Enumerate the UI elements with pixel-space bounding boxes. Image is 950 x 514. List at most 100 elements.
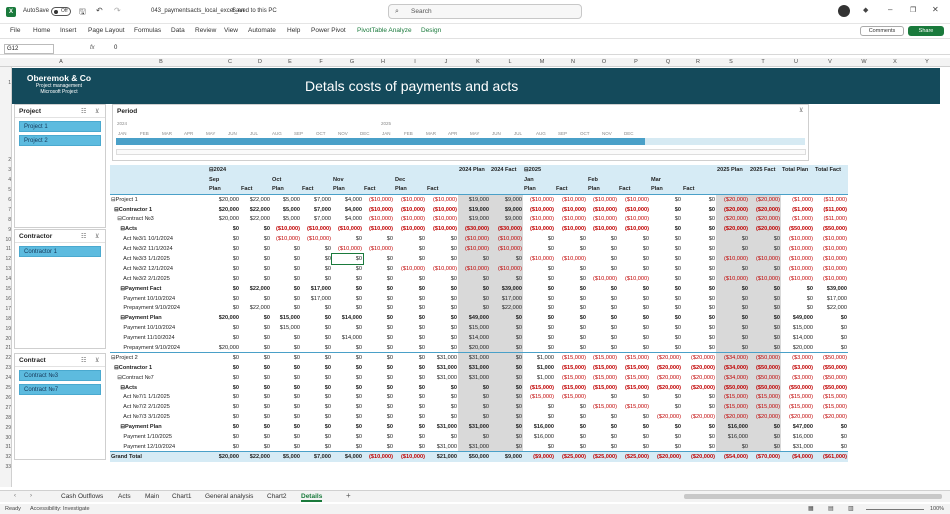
pivot-value-cell[interactable]: $14,000 — [341, 335, 362, 342]
pivot-value-cell[interactable]: $0 — [293, 384, 300, 391]
pivot-value-cell[interactable]: ($10,000) — [789, 255, 813, 262]
pivot-value-cell[interactable]: $0 — [674, 424, 681, 431]
pivot-value-cell[interactable]: $0 — [547, 295, 554, 302]
pivot-value-cell[interactable]: $31,000 — [426, 352, 458, 363]
pivot-value-cell[interactable]: $0 — [610, 325, 617, 332]
pivot-value-cell[interactable]: ($15,000) — [562, 384, 586, 391]
pivot-header-cell[interactable] — [240, 165, 271, 175]
pivot-value-cell[interactable]: $0 — [232, 275, 239, 282]
pivot-value-cell[interactable]: $0 — [450, 394, 457, 401]
pivot-header-cell[interactable] — [458, 174, 490, 185]
pivot-value-cell[interactable]: ($20,000) — [716, 412, 749, 423]
pivot-value-cell[interactable]: ($50,000) — [823, 226, 847, 233]
pivot-value-cell[interactable]: $0 — [840, 325, 847, 332]
pivot-value-cell[interactable]: $22,000 — [249, 206, 270, 213]
pivot-value-cell[interactable]: $31,000 — [436, 364, 457, 371]
pivot-value-cell[interactable]: $0 — [450, 433, 457, 440]
pivot-value-cell[interactable]: ($10,000) — [562, 255, 586, 262]
column-header[interactable]: Q — [665, 59, 671, 65]
pivot-value-cell[interactable]: ($20,000) — [749, 214, 781, 225]
pivot-value-cell[interactable]: ($20,000) — [823, 414, 847, 421]
pivot-value-cell[interactable]: $0 — [547, 275, 554, 282]
column-header[interactable]: C — [228, 59, 232, 65]
pivot-value-cell[interactable]: $16,000 — [792, 433, 813, 440]
pivot-value-cell[interactable]: $0 — [324, 424, 331, 431]
pivot-header-cell[interactable]: Plan — [523, 184, 555, 195]
pivot-value-cell[interactable]: $0 — [355, 344, 362, 351]
pivot-value-cell[interactable]: $0 — [674, 246, 681, 253]
pivot-value-cell[interactable]: $0 — [232, 255, 239, 262]
pivot-value-cell[interactable]: $0 — [355, 414, 362, 421]
pivot-header-cell[interactable]: Fact — [240, 184, 271, 195]
pivot-value-cell[interactable]: $0 — [458, 273, 490, 284]
pivot-value-cell[interactable]: ($10,000) — [789, 275, 813, 282]
pivot-value-cell[interactable]: $20,000 — [218, 315, 239, 322]
timeline-month[interactable]: JAN — [118, 131, 127, 136]
slicer-item-contract-3[interactable]: Contract №3 — [19, 370, 101, 381]
pivot-value-cell[interactable]: $0 — [708, 344, 715, 351]
pivot-value-cell[interactable]: $0 — [547, 404, 554, 411]
pivot-value-cell[interactable]: ($20,000) — [682, 352, 716, 363]
pivot-value-cell[interactable]: $0 — [749, 333, 781, 344]
pivot-header-cell[interactable] — [301, 174, 332, 185]
pivot-value-cell[interactable]: $0 — [386, 414, 393, 421]
share-button[interactable]: Share — [908, 26, 944, 36]
avatar[interactable] — [838, 5, 850, 17]
pivot-row-label[interactable]: Payment 12/10/2024 — [111, 443, 176, 450]
pivot-value-cell[interactable]: $0 — [716, 343, 749, 353]
timeline-scrollbar[interactable] — [116, 149, 806, 155]
pivot-header-cell[interactable] — [110, 165, 208, 175]
pivot-header-cell[interactable] — [363, 174, 394, 185]
pivot-value-cell[interactable]: ($10,000) — [625, 275, 649, 282]
pivot-value-cell[interactable]: $0 — [418, 255, 425, 262]
pivot-value-cell[interactable]: $0 — [749, 244, 781, 255]
pivot-value-cell[interactable]: $0 — [450, 315, 457, 322]
pivot-value-cell[interactable]: $14,000 — [458, 333, 490, 344]
sheet-tab-details[interactable]: Details — [301, 493, 323, 502]
pivot-header-cell[interactable]: 2025 Plan — [716, 165, 749, 175]
pivot-value-cell[interactable]: $0 — [610, 255, 617, 262]
column-header[interactable]: V — [828, 59, 832, 65]
pivot-value-cell[interactable]: $0 — [232, 285, 239, 292]
pivot-value-cell[interactable]: $0 — [749, 422, 781, 433]
pivot-value-cell[interactable]: $0 — [749, 263, 781, 274]
pivot-value-cell[interactable]: $0 — [355, 285, 362, 292]
pivot-value-cell[interactable]: $0 — [232, 443, 239, 450]
pivot-value-cell[interactable]: $0 — [450, 404, 457, 411]
pivot-value-cell[interactable]: $0 — [674, 226, 681, 233]
pivot-value-cell[interactable]: $0 — [674, 443, 681, 450]
sheet-tab-cash-outflows[interactable]: Cash Outflows — [61, 493, 104, 500]
pivot-value-cell[interactable]: $31,000 — [458, 352, 490, 363]
pivot-value-cell[interactable]: $0 — [708, 394, 715, 401]
pivot-header-cell[interactable]: ⊟2024 — [208, 165, 240, 175]
pivot-value-cell[interactable]: ($70,000) — [749, 451, 781, 462]
pivot-header-cell[interactable]: Plan — [394, 184, 426, 195]
pivot-value-cell[interactable]: $0 — [579, 265, 586, 272]
pivot-value-cell[interactable]: $0 — [450, 275, 457, 282]
pivot-value-cell[interactable]: $0 — [355, 424, 362, 431]
pivot-value-cell[interactable]: ($10,000) — [593, 206, 617, 213]
pivot-value-cell[interactable]: $9,000 — [490, 214, 523, 225]
pivot-value-cell[interactable]: $17,000 — [310, 295, 331, 302]
pivot-value-cell[interactable]: $0 — [263, 364, 270, 371]
fx-icon[interactable]: fx — [90, 45, 95, 51]
pivot-value-cell[interactable]: $0 — [458, 392, 490, 403]
pivot-value-cell[interactable]: $0 — [263, 295, 270, 302]
accessibility-status[interactable]: Accessibility: Investigate — [30, 506, 90, 512]
tab-insert[interactable]: Insert — [60, 27, 77, 34]
pivot-value-cell[interactable]: ($10,000) — [363, 194, 394, 205]
pivot-value-cell[interactable]: $0 — [386, 315, 393, 322]
pivot-value-cell[interactable]: $0 — [674, 394, 681, 401]
pivot-value-cell[interactable]: ($15,000) — [562, 394, 586, 401]
pivot-header-cell[interactable] — [332, 165, 363, 175]
pivot-value-cell[interactable]: $0 — [716, 283, 749, 294]
pivot-value-cell[interactable]: $0 — [490, 343, 523, 353]
pivot-value-cell[interactable]: $0 — [418, 305, 425, 312]
pivot-value-cell[interactable]: ($10,000) — [562, 226, 586, 233]
pivot-row-label[interactable]: ⊟Contract №3 — [111, 216, 154, 223]
pivot-value-cell[interactable]: $0 — [610, 335, 617, 342]
pivot-value-cell[interactable]: ($15,000) — [593, 374, 617, 381]
pivot-value-cell[interactable]: $0 — [674, 255, 681, 262]
pivot-value-cell[interactable]: $31,000 — [436, 424, 457, 431]
tab-help[interactable]: Help — [287, 27, 301, 34]
